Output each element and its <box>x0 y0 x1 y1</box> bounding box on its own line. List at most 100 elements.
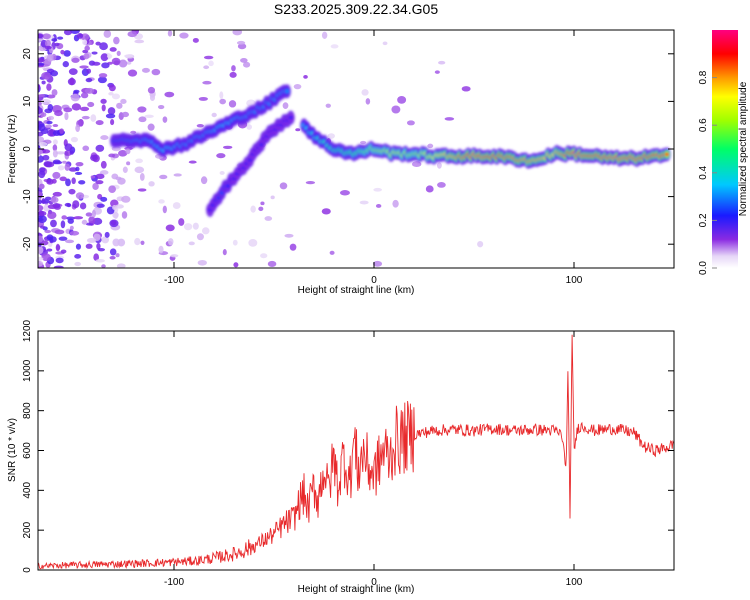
noise-speckle <box>148 181 155 187</box>
noise-speckle <box>196 124 204 128</box>
noise-speckle <box>382 41 388 46</box>
noise-speckle <box>126 161 131 166</box>
noise-speckle <box>203 65 210 70</box>
noise-speckle <box>98 73 108 78</box>
noise-speckle <box>125 148 131 155</box>
ridge-lower-branch-core <box>288 115 293 120</box>
noise-speckle <box>62 61 69 68</box>
noise-speckle <box>359 200 369 205</box>
noise-speckle <box>246 99 256 107</box>
noise-speckle <box>100 98 107 104</box>
y-tick-label: -10 <box>22 189 33 204</box>
noise-speckle <box>75 161 84 167</box>
noise-speckle <box>373 187 382 192</box>
noise-speckle <box>90 154 98 162</box>
noise-speckle <box>82 145 90 151</box>
noise-speckle <box>46 248 53 252</box>
noise-speckle <box>361 89 369 96</box>
noise-speckle <box>38 123 46 132</box>
noise-speckle <box>74 171 83 175</box>
noise-speckle <box>76 33 84 39</box>
noise-speckle <box>38 199 42 205</box>
noise-speckle <box>52 159 61 164</box>
noise-speckle <box>158 245 164 254</box>
noise-speckle <box>397 96 407 104</box>
noise-speckle <box>86 237 97 243</box>
noise-speckle <box>70 30 80 34</box>
spectrogram-noise <box>38 30 484 268</box>
noise-speckle <box>100 160 107 169</box>
noise-speckle <box>179 32 189 39</box>
noise-speckle <box>79 202 87 210</box>
noise-speckle <box>53 265 64 268</box>
noise-speckle <box>52 149 58 158</box>
noise-speckle <box>64 163 70 171</box>
noise-speckle <box>92 61 101 66</box>
noise-speckle <box>101 62 110 69</box>
colorbar-title: Normalized spectral amplitude <box>738 81 749 216</box>
noise-speckle <box>81 115 90 120</box>
noise-speckle <box>137 106 147 113</box>
noise-speckle <box>41 80 46 85</box>
noise-speckle <box>52 171 61 179</box>
noise-speckle <box>293 84 302 90</box>
noise-speckle <box>167 238 174 246</box>
snr-x-axis: -100 0 100 <box>164 331 583 588</box>
noise-speckle <box>41 98 51 105</box>
noise-speckle <box>79 106 90 112</box>
noise-speckle <box>64 202 71 207</box>
noise-speckle <box>198 96 208 101</box>
y-tick-label: 0 <box>22 146 33 152</box>
noise-speckle <box>232 30 243 36</box>
noise-speckle <box>264 216 273 221</box>
noise-speckle <box>73 216 84 220</box>
noise-speckle <box>444 117 455 121</box>
y-tick-label: 1000 <box>22 359 33 382</box>
x-tick-label: 100 <box>566 275 583 286</box>
noise-speckle <box>126 61 132 65</box>
colorbar-tick-label: 0.4 <box>698 165 709 179</box>
ridge-upper-branch-core <box>284 89 290 94</box>
noise-speckle <box>147 86 156 94</box>
noise-speckle <box>81 219 88 225</box>
y-tick-label: 0 <box>22 567 33 573</box>
noise-speckle <box>38 33 44 39</box>
noise-speckle <box>110 119 115 126</box>
spectrogram-x-axis: -100 0 100 <box>164 30 583 286</box>
noise-speckle <box>196 233 204 241</box>
noise-speckle <box>434 70 440 74</box>
noise-speckle <box>84 45 90 51</box>
noise-speckle <box>219 98 227 105</box>
noise-speckle <box>52 139 58 145</box>
x-tick-label: -100 <box>164 577 184 588</box>
noise-speckle <box>47 103 54 111</box>
noise-speckle <box>100 135 109 141</box>
colorbar-tick-label: 0.0 <box>698 261 709 275</box>
noise-speckle <box>71 103 82 111</box>
noise-speckle <box>295 128 301 132</box>
noise-speckle <box>38 235 44 243</box>
noise-speckle <box>164 91 175 98</box>
x-tick-label: -100 <box>164 275 184 286</box>
noise-speckle <box>91 51 98 55</box>
noise-speckle <box>258 206 264 212</box>
noise-speckle <box>188 241 195 246</box>
spectrogram-y-axis: -20 -10 0 10 20 <box>22 48 674 251</box>
noise-speckle <box>71 57 80 63</box>
noise-speckle <box>47 115 55 121</box>
noise-speckle <box>92 182 99 191</box>
noise-speckle <box>38 120 43 124</box>
noise-speckle <box>67 218 74 224</box>
noise-speckle <box>38 141 48 147</box>
noise-speckle <box>71 177 76 185</box>
noise-speckle <box>60 49 65 55</box>
noise-speckle <box>85 212 93 217</box>
noise-speckle <box>87 101 95 108</box>
noise-speckle <box>95 41 101 46</box>
noise-speckle <box>88 216 96 224</box>
noise-speckle <box>60 249 67 254</box>
noise-speckle <box>75 166 80 172</box>
noise-speckle <box>41 72 52 80</box>
noise-speckle <box>69 230 80 236</box>
